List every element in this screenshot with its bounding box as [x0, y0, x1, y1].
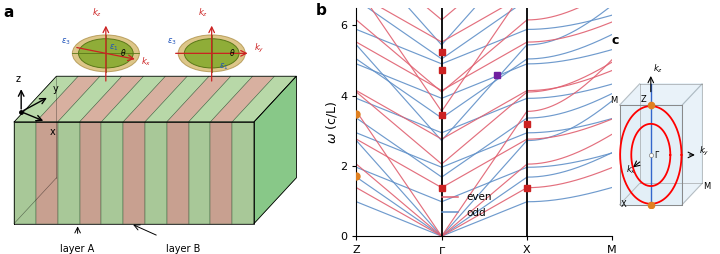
Ellipse shape [184, 39, 239, 68]
Polygon shape [123, 122, 145, 224]
Polygon shape [79, 122, 102, 224]
Text: $\varepsilon_3$: $\varepsilon_3$ [166, 36, 176, 47]
Polygon shape [123, 76, 187, 122]
Polygon shape [619, 84, 702, 105]
Text: y: y [53, 84, 58, 94]
Text: $\varepsilon_3$: $\varepsilon_3$ [60, 36, 71, 47]
Ellipse shape [178, 35, 246, 72]
Polygon shape [210, 122, 233, 224]
Polygon shape [58, 122, 79, 224]
Text: $\theta$: $\theta$ [230, 47, 236, 58]
Text: z: z [15, 74, 20, 84]
Polygon shape [189, 122, 210, 224]
Text: Z: Z [641, 94, 647, 104]
Polygon shape [254, 76, 297, 224]
Text: M: M [610, 96, 617, 105]
Text: layer A: layer A [60, 244, 95, 254]
Text: $k_x$: $k_x$ [626, 164, 636, 176]
Polygon shape [102, 122, 123, 224]
Text: $\varepsilon_1$: $\varepsilon_1$ [219, 61, 228, 72]
Polygon shape [210, 76, 274, 122]
Text: $k_z$: $k_z$ [198, 7, 208, 19]
Polygon shape [14, 122, 36, 224]
Polygon shape [619, 105, 682, 205]
Polygon shape [36, 76, 100, 122]
Text: $k_x$: $k_x$ [141, 56, 151, 68]
Legend: even, odd: even, odd [438, 188, 496, 222]
Text: layer B: layer B [166, 244, 201, 254]
Text: $k_y$: $k_y$ [699, 145, 709, 158]
Polygon shape [14, 76, 78, 122]
Ellipse shape [78, 39, 133, 68]
Polygon shape [145, 122, 167, 224]
Text: M: M [703, 182, 711, 191]
Polygon shape [167, 76, 231, 122]
Y-axis label: $\omega$ (c/L): $\omega$ (c/L) [324, 100, 339, 144]
Polygon shape [79, 76, 144, 122]
Polygon shape [167, 122, 189, 224]
Text: $\varepsilon_1$: $\varepsilon_1$ [109, 42, 119, 53]
Polygon shape [189, 76, 253, 122]
Text: X: X [621, 199, 626, 209]
Polygon shape [145, 76, 209, 122]
Polygon shape [682, 84, 702, 205]
Polygon shape [102, 76, 166, 122]
Polygon shape [36, 122, 58, 224]
Text: $\theta$: $\theta$ [120, 47, 127, 58]
Ellipse shape [72, 35, 140, 72]
Polygon shape [58, 76, 122, 122]
Text: a: a [4, 5, 14, 20]
Polygon shape [233, 122, 254, 224]
Text: c: c [612, 34, 619, 47]
Text: $k_y$: $k_y$ [254, 42, 264, 55]
Text: $k_z$: $k_z$ [92, 7, 102, 19]
Text: $k_z$: $k_z$ [653, 62, 663, 75]
Text: b: b [315, 3, 326, 18]
Text: x: x [50, 127, 55, 137]
Polygon shape [233, 76, 297, 122]
Text: $\Gamma$: $\Gamma$ [654, 150, 660, 161]
